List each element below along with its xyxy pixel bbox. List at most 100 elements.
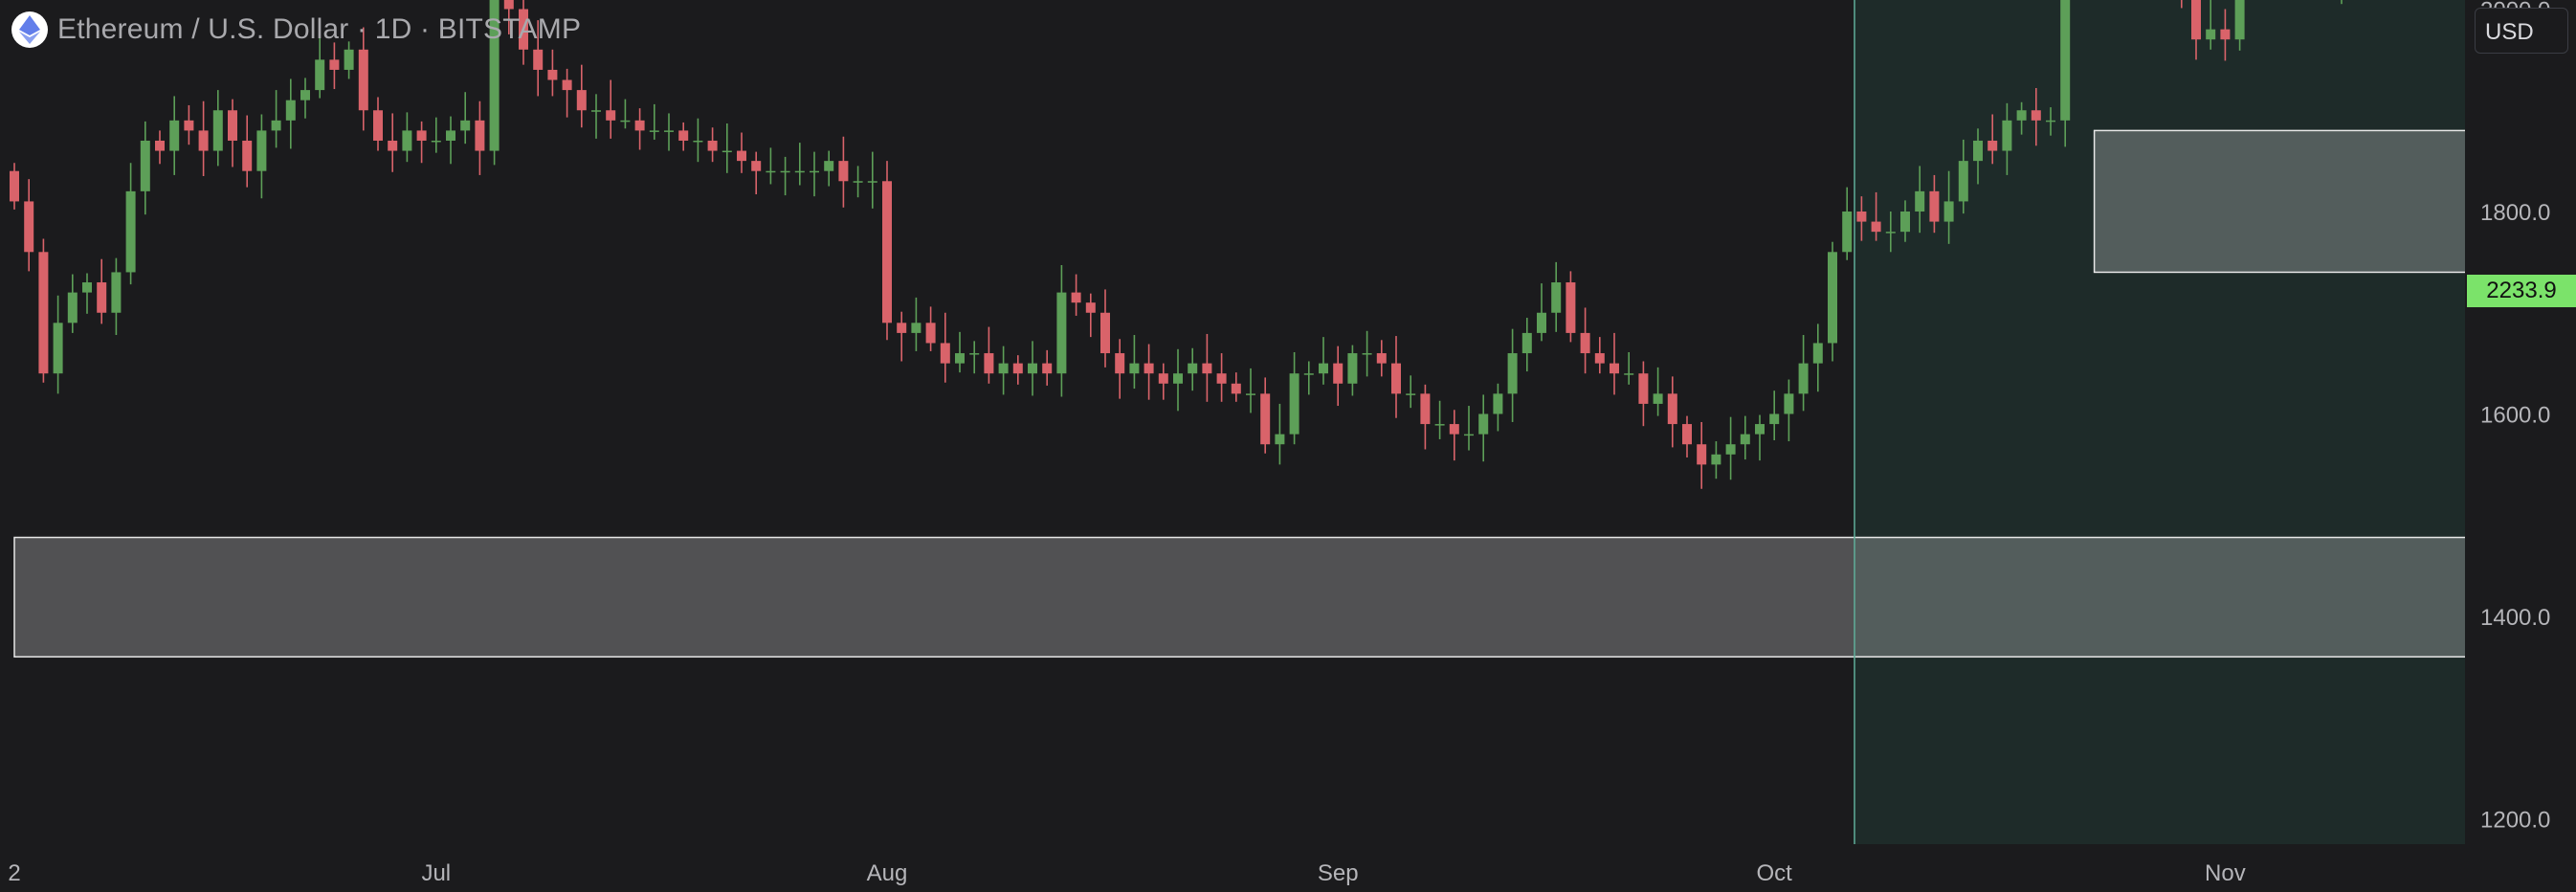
candle-body bbox=[1100, 312, 1110, 354]
y-axis: 1200.01400.01600.01800.02000.02200.02400… bbox=[2465, 0, 2576, 892]
candle-body bbox=[969, 353, 980, 355]
candle-body bbox=[1246, 393, 1255, 395]
candle-body bbox=[1028, 363, 1037, 374]
candle-body bbox=[2191, 0, 2201, 40]
candle-body bbox=[737, 150, 746, 162]
candle-body bbox=[1697, 444, 1707, 465]
candle-body bbox=[1085, 302, 1096, 313]
candle-body bbox=[1333, 363, 1344, 384]
candle-body bbox=[38, 252, 49, 374]
candle-body bbox=[853, 181, 863, 183]
candle-body bbox=[2002, 120, 2012, 151]
candle-body bbox=[794, 170, 805, 173]
candle-body bbox=[1042, 363, 1053, 374]
candle-body bbox=[1566, 282, 1576, 333]
candle-body bbox=[1784, 393, 1794, 414]
candle-body bbox=[678, 130, 689, 141]
candle-body bbox=[97, 282, 107, 313]
candle-body bbox=[1406, 393, 1416, 395]
candle-body bbox=[547, 69, 558, 80]
candles-layer bbox=[10, 0, 2343, 489]
candle-body bbox=[1188, 363, 1198, 374]
candle-body bbox=[1216, 373, 1227, 384]
candle-body bbox=[285, 100, 296, 121]
candle-body bbox=[256, 130, 267, 171]
candle-body bbox=[940, 343, 950, 364]
candle-body bbox=[228, 110, 237, 141]
candle-body bbox=[53, 323, 63, 374]
y-tick-label: 1800.0 bbox=[2480, 200, 2550, 226]
candle-body bbox=[1755, 424, 1765, 435]
x-tick-label: Aug bbox=[867, 860, 908, 886]
candle-body bbox=[693, 140, 703, 143]
candle-body bbox=[271, 120, 281, 131]
candle-body bbox=[1507, 353, 1518, 394]
candle-body bbox=[1420, 393, 1431, 425]
candle-body bbox=[649, 130, 659, 132]
candle-body bbox=[1638, 373, 1649, 404]
candle-body bbox=[562, 79, 572, 91]
candle-body bbox=[1056, 292, 1067, 374]
candle-body bbox=[1610, 363, 1619, 374]
candle-body bbox=[2016, 110, 2027, 121]
candle-body bbox=[751, 161, 762, 171]
candle-body bbox=[1842, 212, 1853, 253]
candle-body bbox=[867, 181, 877, 183]
candle-body bbox=[10, 170, 19, 202]
candle-body bbox=[591, 110, 601, 112]
candle-body bbox=[1828, 252, 1837, 344]
candle-body bbox=[911, 323, 922, 333]
candle-body bbox=[1973, 140, 1983, 162]
candle-body bbox=[824, 161, 834, 171]
candle-body bbox=[1988, 140, 1998, 151]
candle-body bbox=[1551, 282, 1562, 313]
candle-body bbox=[388, 140, 398, 151]
candle-body bbox=[1115, 353, 1125, 374]
candle-body bbox=[1856, 212, 1867, 222]
candle-body bbox=[1521, 332, 1532, 354]
candle-body bbox=[402, 130, 412, 151]
candle-body bbox=[1769, 413, 1780, 425]
y-tick-label: 1400.0 bbox=[2480, 605, 2550, 631]
candle-body bbox=[503, 0, 514, 10]
x-tick-label: Jul bbox=[421, 860, 451, 886]
candle-body bbox=[780, 170, 790, 173]
candle-body bbox=[620, 120, 631, 123]
candle-body bbox=[1725, 444, 1736, 455]
candle-body bbox=[416, 130, 427, 141]
candle-body bbox=[1537, 312, 1546, 333]
candle-body bbox=[111, 272, 122, 313]
candle-body bbox=[722, 150, 732, 153]
candle-body bbox=[2060, 0, 2071, 121]
candle-body bbox=[1915, 190, 1925, 212]
candle-body bbox=[1347, 353, 1358, 384]
candle-body bbox=[67, 292, 78, 323]
candle-body bbox=[1129, 363, 1140, 374]
candle-body bbox=[533, 49, 544, 70]
candle-body bbox=[1391, 363, 1401, 394]
candle-body bbox=[1624, 373, 1634, 375]
candle-body bbox=[766, 170, 776, 173]
candle-body bbox=[664, 130, 674, 132]
candle-body bbox=[810, 170, 819, 173]
candle-body bbox=[1594, 353, 1605, 364]
candle-body bbox=[1289, 373, 1299, 435]
currency-button[interactable]: USD bbox=[2475, 8, 2568, 54]
candle-body bbox=[1319, 363, 1328, 374]
candle-body bbox=[2046, 120, 2055, 123]
candle-body bbox=[446, 130, 455, 141]
x-tick-label: Nov bbox=[2205, 860, 2246, 886]
candle-body bbox=[1260, 393, 1271, 445]
candle-body bbox=[1362, 353, 1372, 355]
candle-body bbox=[169, 120, 180, 151]
y-tick-label: 1200.0 bbox=[2480, 808, 2550, 834]
candle-body bbox=[140, 140, 150, 191]
candle-body bbox=[1012, 363, 1023, 374]
candle-body bbox=[1900, 212, 1910, 233]
candle-body bbox=[1144, 363, 1154, 374]
candle-body bbox=[955, 353, 965, 364]
chart-header: Ethereum / U.S. Dollar · 1D · BITSTAMP bbox=[11, 11, 581, 48]
candle-body bbox=[1798, 363, 1809, 394]
